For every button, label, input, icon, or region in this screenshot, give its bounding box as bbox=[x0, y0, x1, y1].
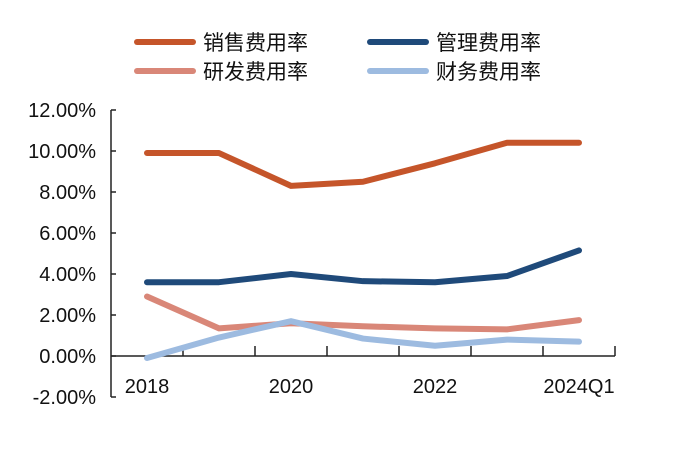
y-tick-label: -2.00% bbox=[33, 387, 97, 409]
series-line-1 bbox=[144, 247, 582, 286]
y-tick-label: 12.00% bbox=[28, 100, 96, 122]
y-tick-label: 2.00% bbox=[39, 305, 96, 327]
legend-label-2: 研发费用率 bbox=[203, 61, 308, 84]
x-tick-label: 2022 bbox=[413, 376, 458, 398]
x-tick-label: 2024Q1 bbox=[543, 376, 614, 398]
x-tick-label: 2020 bbox=[269, 376, 314, 398]
y-axis: -2.00% 0.00% 2.00% 4.00% 6.00% 8.00% 10.00% 12.… bbox=[28, 100, 116, 409]
y-tick-label: 8.00% bbox=[39, 182, 96, 204]
series-line-2 bbox=[144, 293, 582, 333]
y-tick-label: 6.00% bbox=[39, 223, 96, 245]
y-tick-label: 0.00% bbox=[39, 346, 96, 368]
y-tick-label: 10.00% bbox=[28, 141, 96, 163]
legend-label-1: 管理费用率 bbox=[436, 32, 541, 55]
y-tick-label: 4.00% bbox=[39, 264, 96, 286]
series-line-0 bbox=[144, 139, 582, 189]
x-tick-label: 2018 bbox=[125, 376, 170, 398]
series-lines bbox=[144, 139, 582, 362]
x-axis: 2018 2020 2022 2024Q1 bbox=[111, 346, 616, 398]
legend-label-0: 销售费用率 bbox=[203, 32, 308, 55]
legend-label-3: 财务费用率 bbox=[436, 61, 541, 84]
